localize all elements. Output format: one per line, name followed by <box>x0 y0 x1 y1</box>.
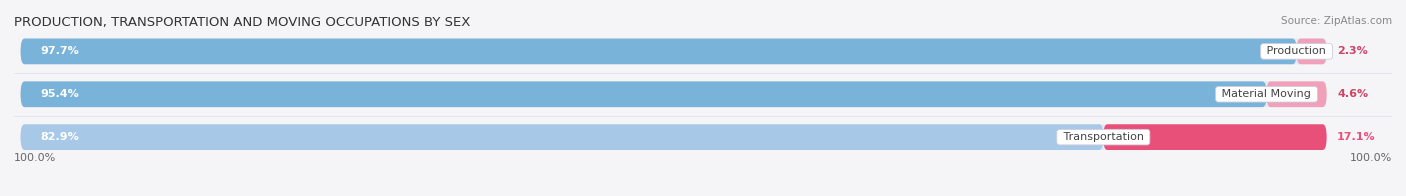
FancyBboxPatch shape <box>1267 81 1327 107</box>
FancyBboxPatch shape <box>21 124 1104 150</box>
Text: 4.6%: 4.6% <box>1337 89 1368 99</box>
Text: 17.1%: 17.1% <box>1337 132 1375 142</box>
Text: 100.0%: 100.0% <box>1350 153 1392 163</box>
FancyBboxPatch shape <box>1296 39 1327 64</box>
Text: Transportation: Transportation <box>1060 132 1147 142</box>
Text: 95.4%: 95.4% <box>41 89 79 99</box>
Text: Production: Production <box>1264 46 1330 56</box>
Text: Material Moving: Material Moving <box>1219 89 1315 99</box>
Text: 2.3%: 2.3% <box>1337 46 1368 56</box>
FancyBboxPatch shape <box>1104 124 1327 150</box>
FancyBboxPatch shape <box>21 81 1267 107</box>
Text: PRODUCTION, TRANSPORTATION AND MOVING OCCUPATIONS BY SEX: PRODUCTION, TRANSPORTATION AND MOVING OC… <box>14 16 471 29</box>
FancyBboxPatch shape <box>21 39 1296 64</box>
FancyBboxPatch shape <box>21 81 1327 107</box>
Text: 100.0%: 100.0% <box>14 153 56 163</box>
FancyBboxPatch shape <box>21 39 1327 64</box>
Text: 97.7%: 97.7% <box>41 46 79 56</box>
FancyBboxPatch shape <box>21 124 1327 150</box>
Text: 82.9%: 82.9% <box>41 132 79 142</box>
Text: Source: ZipAtlas.com: Source: ZipAtlas.com <box>1281 16 1392 26</box>
